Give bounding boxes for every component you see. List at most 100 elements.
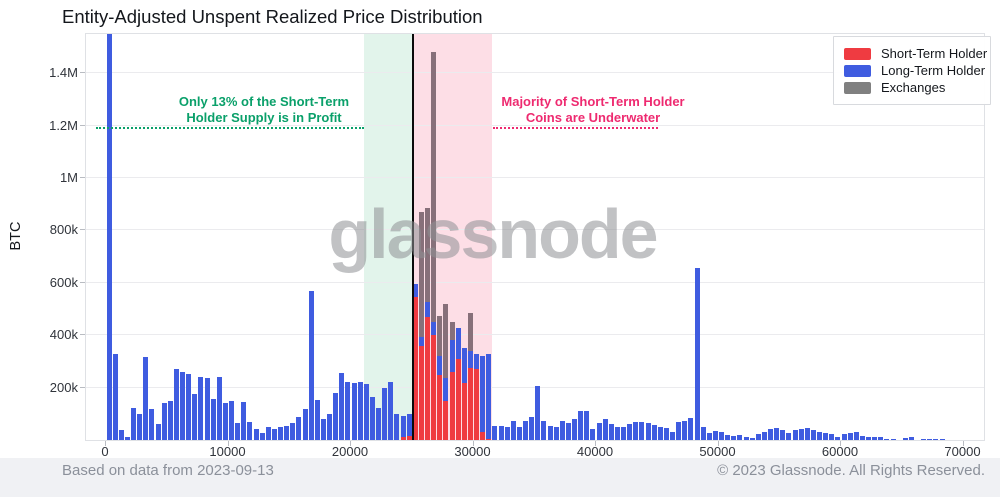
bar-segment[interactable] bbox=[841, 433, 847, 440]
bar-segment[interactable] bbox=[694, 268, 700, 440]
bar-segment[interactable] bbox=[584, 410, 590, 440]
bar-segment[interactable] bbox=[676, 422, 682, 440]
bar-segment[interactable] bbox=[516, 427, 522, 440]
bar-segment[interactable] bbox=[866, 436, 872, 440]
bar-segment[interactable] bbox=[131, 408, 137, 440]
legend-item-long-term-holder[interactable]: Long-Term Holder bbox=[844, 63, 985, 78]
bar-segment[interactable] bbox=[382, 388, 388, 440]
bar-segment[interactable] bbox=[559, 421, 565, 440]
bar-segment[interactable] bbox=[210, 398, 216, 440]
bar-segment[interactable] bbox=[284, 426, 290, 440]
bar-segment[interactable] bbox=[578, 410, 584, 440]
bar-segment[interactable] bbox=[333, 393, 339, 440]
bar-segment[interactable] bbox=[437, 374, 443, 440]
bar-segment[interactable] bbox=[547, 425, 553, 440]
bar-segment[interactable] bbox=[474, 354, 480, 370]
bar-segment[interactable] bbox=[621, 426, 627, 440]
bar-segment[interactable] bbox=[449, 322, 455, 341]
bar-segment[interactable] bbox=[161, 403, 167, 440]
bar-segment[interactable] bbox=[921, 439, 927, 440]
bar-segment[interactable] bbox=[437, 356, 443, 375]
bar-segment[interactable] bbox=[933, 439, 939, 440]
bar-segment[interactable] bbox=[535, 385, 541, 440]
bar-segment[interactable] bbox=[725, 435, 731, 440]
bar-segment[interactable] bbox=[792, 430, 798, 440]
bar-segment[interactable] bbox=[633, 422, 639, 440]
bar-segment[interactable] bbox=[645, 423, 651, 440]
bar-segment[interactable] bbox=[425, 208, 431, 302]
bar-segment[interactable] bbox=[149, 409, 155, 440]
bar-segment[interactable] bbox=[651, 424, 657, 440]
bar-segment[interactable] bbox=[180, 372, 186, 440]
bar-segment[interactable] bbox=[884, 438, 890, 440]
bar-segment[interactable] bbox=[278, 426, 284, 440]
bar-segment[interactable] bbox=[198, 377, 204, 440]
bar-segment[interactable] bbox=[437, 315, 443, 357]
bar-segment[interactable] bbox=[663, 428, 669, 440]
bar-segment[interactable] bbox=[320, 419, 326, 440]
bar-segment[interactable] bbox=[467, 367, 473, 440]
bar-segment[interactable] bbox=[124, 436, 130, 440]
bar-segment[interactable] bbox=[357, 382, 363, 440]
bar-segment[interactable] bbox=[590, 429, 596, 440]
bar-segment[interactable] bbox=[406, 413, 412, 437]
bar-segment[interactable] bbox=[173, 368, 179, 440]
bar-segment[interactable] bbox=[572, 419, 578, 440]
bar-segment[interactable] bbox=[602, 419, 608, 440]
bar-segment[interactable] bbox=[247, 421, 253, 440]
bar-segment[interactable] bbox=[878, 437, 884, 440]
bar-segment[interactable] bbox=[222, 403, 228, 440]
bar-segment[interactable] bbox=[486, 438, 492, 440]
bar-segment[interactable] bbox=[394, 414, 400, 440]
bar-segment[interactable] bbox=[939, 439, 945, 440]
bar-segment[interactable] bbox=[700, 427, 706, 440]
bar-segment[interactable] bbox=[400, 437, 406, 440]
bar-segment[interactable] bbox=[443, 400, 449, 440]
bar-segment[interactable] bbox=[853, 431, 859, 440]
bar-segment[interactable] bbox=[492, 425, 498, 440]
bar-segment[interactable] bbox=[363, 384, 369, 440]
bar-segment[interactable] bbox=[461, 382, 467, 440]
bar-segment[interactable] bbox=[614, 426, 620, 440]
bar-segment[interactable] bbox=[412, 284, 418, 298]
bar-segment[interactable] bbox=[565, 423, 571, 440]
bar-segment[interactable] bbox=[486, 353, 492, 439]
bar-segment[interactable] bbox=[706, 433, 712, 440]
bar-segment[interactable] bbox=[425, 301, 431, 317]
bar-segment[interactable] bbox=[835, 436, 841, 440]
legend-item-short-term-holder[interactable]: Short-Term Holder bbox=[844, 46, 987, 61]
bar-segment[interactable] bbox=[241, 402, 247, 440]
bar-segment[interactable] bbox=[351, 383, 357, 440]
bar-segment[interactable] bbox=[431, 335, 437, 440]
bar-segment[interactable] bbox=[780, 430, 786, 440]
bar-segment[interactable] bbox=[480, 432, 486, 440]
bar-segment[interactable] bbox=[443, 303, 449, 379]
bar-segment[interactable] bbox=[461, 348, 467, 383]
bar-segment[interactable] bbox=[817, 431, 823, 440]
bar-segment[interactable] bbox=[529, 417, 535, 440]
bar-segment[interactable] bbox=[229, 400, 235, 440]
bar-segment[interactable] bbox=[137, 414, 143, 440]
bar-segment[interactable] bbox=[761, 431, 767, 440]
bar-segment[interactable] bbox=[474, 369, 480, 440]
bar-segment[interactable] bbox=[143, 357, 149, 440]
bar-segment[interactable] bbox=[204, 378, 210, 440]
bar-segment[interactable] bbox=[823, 432, 829, 440]
bar-segment[interactable] bbox=[712, 430, 718, 440]
bar-segment[interactable] bbox=[737, 435, 743, 440]
bar-segment[interactable] bbox=[296, 416, 302, 440]
bar-segment[interactable] bbox=[155, 424, 161, 440]
bar-segment[interactable] bbox=[768, 429, 774, 440]
legend-item-exchanges[interactable]: Exchanges bbox=[844, 80, 980, 95]
bar-segment[interactable] bbox=[259, 433, 265, 440]
bar-segment[interactable] bbox=[670, 431, 676, 440]
bar-segment[interactable] bbox=[290, 422, 296, 440]
bar-segment[interactable] bbox=[657, 427, 663, 440]
bar-segment[interactable] bbox=[339, 373, 345, 440]
bar-segment[interactable] bbox=[596, 423, 602, 440]
bar-segment[interactable] bbox=[810, 430, 816, 440]
bar-segment[interactable] bbox=[418, 336, 424, 346]
bar-segment[interactable] bbox=[890, 438, 896, 440]
bar-segment[interactable] bbox=[112, 353, 118, 440]
bar-segment[interactable] bbox=[425, 316, 431, 440]
